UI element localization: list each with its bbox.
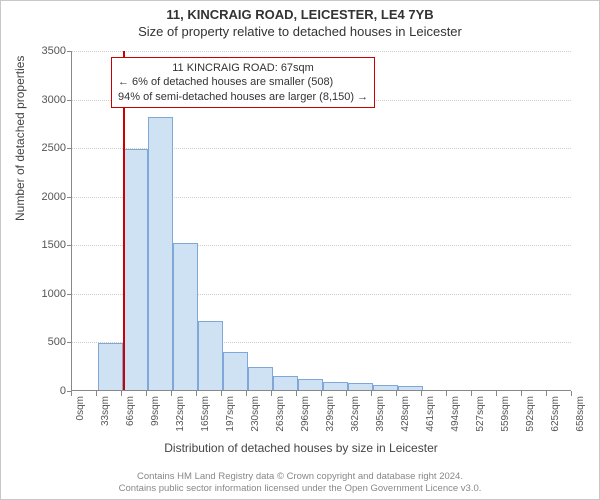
x-tick-label: 230sqm (250, 396, 261, 432)
y-tick-mark (67, 51, 72, 52)
y-tick-label: 500 (16, 336, 66, 348)
chart-area: 11 KINCRAIG ROAD: 67sqm ← 6% of detached… (71, 51, 571, 391)
y-tick-label: 1500 (16, 239, 66, 251)
histogram-bar (273, 376, 298, 390)
y-tick-label: 3500 (16, 45, 66, 57)
x-tick-mark (521, 391, 522, 396)
histogram-bar (398, 386, 423, 390)
page-title: 11, KINCRAIG ROAD, LEICESTER, LE4 7YB (1, 1, 599, 22)
x-tick-label: 527sqm (475, 396, 486, 432)
histogram-bar (173, 243, 198, 390)
x-tick-mark (96, 391, 97, 396)
y-tick-mark (67, 342, 72, 343)
x-tick-mark (371, 391, 372, 396)
x-tick-label: 66sqm (125, 396, 136, 426)
annotation-line-1: 11 KINCRAIG ROAD: 67sqm (118, 61, 368, 75)
x-tick-label: 395sqm (375, 396, 386, 432)
x-tick-mark (121, 391, 122, 396)
footer-line-2: Contains public sector information licen… (1, 483, 599, 495)
annotation-line-3: 94% of semi-detached houses are larger (… (118, 90, 368, 104)
x-tick-mark (546, 391, 547, 396)
x-tick-mark (321, 391, 322, 396)
x-tick-mark (346, 391, 347, 396)
x-tick-mark (246, 391, 247, 396)
x-tick-label: 165sqm (200, 396, 211, 432)
x-tick-label: 592sqm (525, 396, 536, 432)
page-subtitle: Size of property relative to detached ho… (1, 22, 599, 43)
x-axis-label: Distribution of detached houses by size … (1, 441, 600, 455)
x-tick-label: 33sqm (100, 396, 111, 426)
x-tick-mark (446, 391, 447, 396)
annotation-box: 11 KINCRAIG ROAD: 67sqm ← 6% of detached… (111, 57, 375, 108)
histogram-bar (298, 379, 323, 390)
x-tick-mark (71, 391, 72, 396)
x-tick-label: 263sqm (275, 396, 286, 432)
x-tick-label: 559sqm (500, 396, 511, 432)
x-tick-label: 362sqm (350, 396, 361, 432)
histogram-bar (223, 352, 248, 390)
histogram-bar (198, 321, 223, 390)
x-tick-mark (271, 391, 272, 396)
y-tick-label: 0 (16, 385, 66, 397)
histogram-bar (123, 149, 148, 390)
x-tick-mark (296, 391, 297, 396)
x-tick-mark (571, 391, 572, 396)
x-tick-mark (171, 391, 172, 396)
y-tick-mark (67, 294, 72, 295)
x-tick-label: 329sqm (325, 396, 336, 432)
x-tick-label: 0sqm (75, 396, 86, 420)
y-tick-mark (67, 100, 72, 101)
y-tick-label: 2000 (16, 191, 66, 203)
chart-container: 11, KINCRAIG ROAD, LEICESTER, LE4 7YB Si… (0, 0, 600, 500)
x-tick-mark (146, 391, 147, 396)
footer-attribution: Contains HM Land Registry data © Crown c… (1, 471, 599, 495)
x-tick-label: 494sqm (450, 396, 461, 432)
x-tick-label: 197sqm (225, 396, 236, 432)
y-tick-label: 1000 (16, 288, 66, 300)
x-tick-mark (196, 391, 197, 396)
gridline (72, 51, 571, 52)
x-tick-label: 625sqm (550, 396, 561, 432)
histogram-bar (373, 385, 398, 390)
histogram-bar (348, 383, 373, 390)
x-tick-mark (421, 391, 422, 396)
y-tick-mark (67, 148, 72, 149)
x-tick-mark (471, 391, 472, 396)
x-tick-label: 461sqm (425, 396, 436, 432)
histogram-bar (98, 343, 123, 390)
x-tick-label: 428sqm (400, 396, 411, 432)
y-tick-label: 3000 (16, 94, 66, 106)
y-tick-label: 2500 (16, 142, 66, 154)
annotation-line-2: ← 6% of detached houses are smaller (508… (118, 75, 368, 89)
x-tick-label: 658sqm (575, 396, 586, 432)
footer-line-1: Contains HM Land Registry data © Crown c… (1, 471, 599, 483)
y-tick-mark (67, 245, 72, 246)
x-tick-mark (396, 391, 397, 396)
histogram-bar (148, 117, 173, 390)
histogram-bar (248, 367, 273, 390)
x-tick-mark (221, 391, 222, 396)
x-tick-label: 132sqm (175, 396, 186, 432)
histogram-bar (323, 382, 348, 390)
x-tick-label: 296sqm (300, 396, 311, 432)
x-tick-mark (496, 391, 497, 396)
y-tick-mark (67, 197, 72, 198)
x-tick-label: 99sqm (150, 396, 161, 426)
